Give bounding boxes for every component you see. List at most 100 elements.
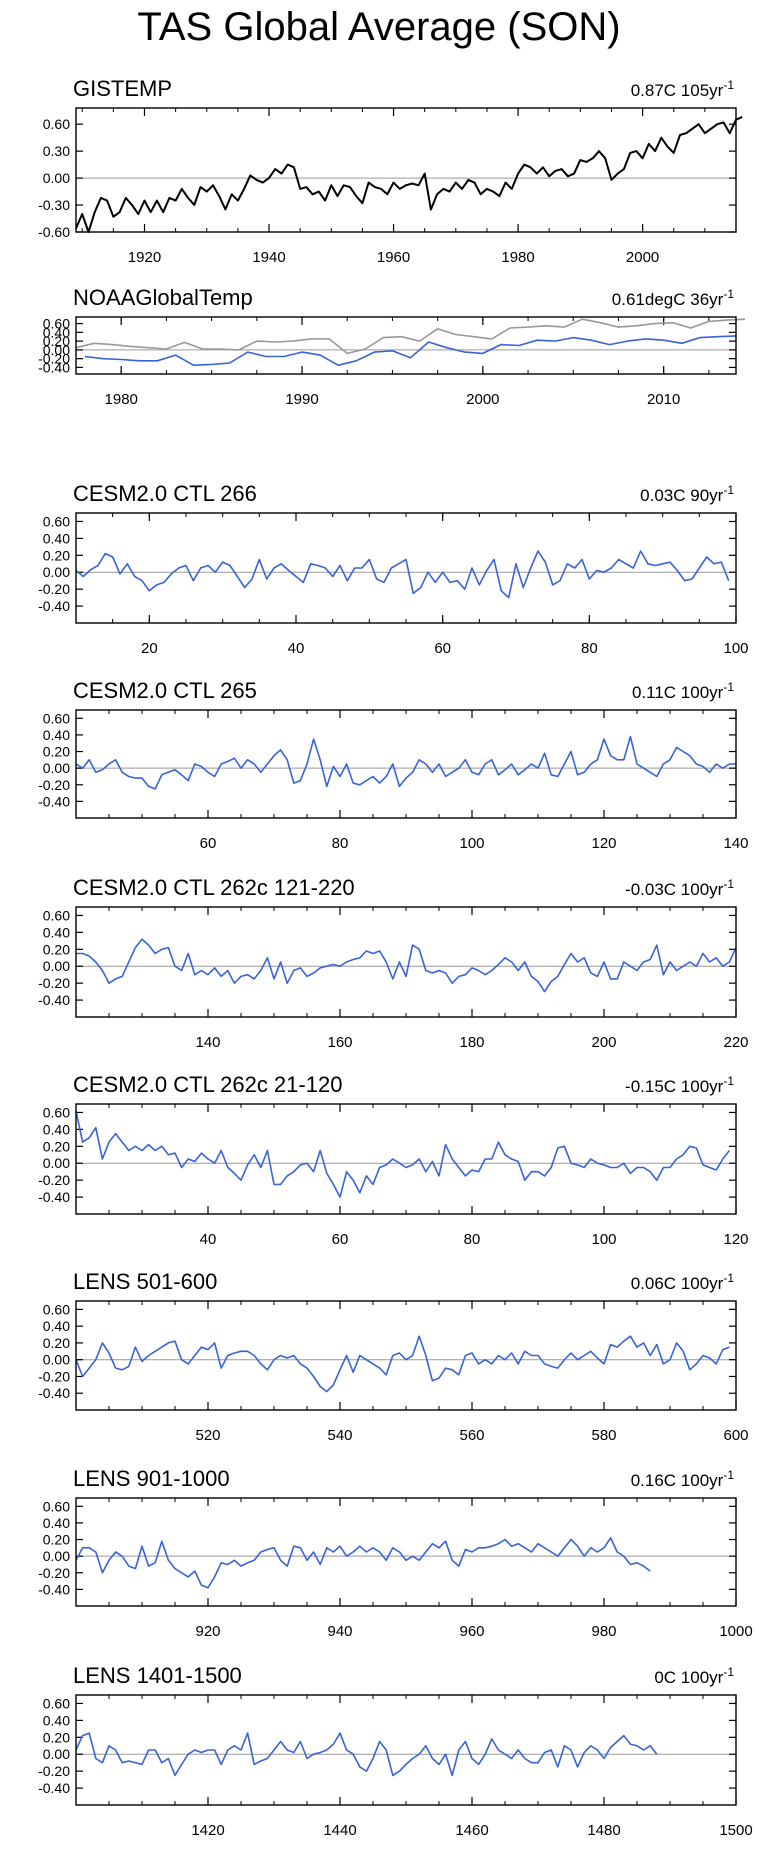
- panel-title: CESM2.0 CTL 266: [73, 481, 257, 506]
- x-tick-label: 940: [327, 1623, 352, 1640]
- y-tick-label: 0.60: [43, 1498, 70, 1514]
- x-tick-label: 40: [288, 640, 305, 657]
- trend-exponent: -1: [723, 1665, 734, 1679]
- x-tick-label: 1980: [501, 249, 534, 266]
- x-tick-label: 1990: [285, 391, 318, 408]
- y-tick-label: 0.20: [43, 547, 70, 563]
- panel-7: LENS 501-600 0.06C 100yr-1 520 540 560 580 600…: [38, 1269, 748, 1444]
- panel-9: LENS 1401-1500 0C 100yr-1 1420 1440 1460 1480…: [38, 1663, 753, 1839]
- panel-title: CESM2.0 CTL 262c 21-120: [73, 1072, 342, 1097]
- x-tick-label: 100: [591, 1231, 616, 1248]
- y-tick-label: 0.40: [43, 1515, 70, 1531]
- y-tick-label: -0.40: [38, 598, 70, 614]
- panel-title: NOAAGlobalTemp: [73, 285, 253, 310]
- y-tick-label: -0.40: [38, 992, 70, 1008]
- x-tick-label: 600: [723, 1427, 748, 1444]
- x-tick-label: 200: [591, 1034, 616, 1051]
- x-tick-label: 100: [459, 835, 484, 852]
- y-tick-label: 0.20: [43, 744, 70, 760]
- series-line-GISTEMP: [75, 116, 743, 233]
- panel-6: CESM2.0 CTL 262c 21-120 -0.15C 100yr-1 40 6…: [38, 1072, 748, 1248]
- y-tick-label: -0.40: [38, 793, 70, 809]
- trend-value: 0.16C 100yr: [631, 1471, 724, 1490]
- trend-exponent: -1: [723, 1271, 734, 1285]
- x-tick-label: 220: [723, 1034, 748, 1051]
- x-tick-label: 80: [332, 835, 349, 852]
- y-tick-label: 0.00: [43, 342, 70, 358]
- y-tick-label: 0.60: [43, 1301, 70, 1317]
- panel-trend: -0.03C 100yr-1: [625, 877, 734, 899]
- plot-frame: [75, 107, 737, 233]
- y-tick-label: 0.40: [43, 324, 70, 340]
- x-tick-label: 920: [195, 1623, 220, 1640]
- series-line-blue: [75, 735, 736, 790]
- panel-trend: -0.15C 100yr-1: [625, 1074, 734, 1096]
- y-tick-label: -0.40: [38, 359, 70, 375]
- x-tick-label: 120: [723, 1231, 748, 1248]
- y-tick-label: 0.20: [43, 941, 70, 957]
- panel-trend: 0.03C 90yr-1: [640, 483, 734, 505]
- x-tick-label: 140: [723, 835, 748, 852]
- panel-title: LENS 1401-1500: [73, 1663, 242, 1688]
- panel-title: GISTEMP: [73, 76, 172, 101]
- plot-frame: [75, 512, 737, 624]
- plot-frame: [75, 1497, 737, 1607]
- y-tick-label: 0.20: [43, 1729, 70, 1745]
- y-tick-label: -0.60: [38, 224, 70, 240]
- y-tick-label: -0.40: [38, 1780, 70, 1796]
- plot-frame: [75, 709, 737, 819]
- plot-frame: [75, 906, 737, 1018]
- x-tick-label: 60: [332, 1231, 349, 1248]
- trend-exponent: -1: [723, 1468, 734, 1482]
- figure-title: TAS Global Average (SON): [137, 5, 620, 49]
- y-tick-label: 0.20: [43, 1532, 70, 1548]
- x-tick-label: 100: [723, 640, 748, 657]
- y-tick-label: 0.60: [43, 513, 70, 529]
- x-tick-label: 1440: [323, 1822, 356, 1839]
- x-tick-label: 540: [327, 1427, 352, 1444]
- y-tick-label: 0.00: [43, 1746, 70, 1762]
- panel-trend: 0.61degC 36yr-1: [612, 287, 735, 309]
- panel-title: LENS 501-600: [73, 1269, 217, 1294]
- y-tick-label: 0.40: [43, 530, 70, 546]
- x-tick-label: 140: [195, 1034, 220, 1051]
- panel-title: CESM2.0 CTL 262c 121-220: [73, 875, 355, 900]
- y-tick-label: 0.30: [43, 143, 70, 159]
- trend-value: 0.61degC 36yr: [612, 290, 724, 309]
- x-tick-label: 1480: [587, 1822, 620, 1839]
- series-line-blue: [75, 550, 730, 599]
- y-tick-label: -0.20: [38, 1565, 70, 1581]
- y-tick-label: 0.40: [43, 1121, 70, 1137]
- y-tick-label: 0.20: [43, 1138, 70, 1154]
- y-tick-label: -0.40: [38, 1385, 70, 1401]
- plot-frame: [75, 1300, 737, 1411]
- panel-title: CESM2.0 CTL 265: [73, 678, 257, 703]
- panel-4: CESM2.0 CTL 265 0.11C 100yr-1 60 80 100 120 14…: [38, 678, 748, 852]
- x-tick-label: 80: [581, 640, 598, 657]
- x-tick-label: 980: [591, 1623, 616, 1640]
- panel-trend: 0.87C 105yr-1: [631, 78, 735, 100]
- x-tick-label: 1940: [252, 249, 285, 266]
- y-tick-label: -0.20: [38, 975, 70, 991]
- y-tick-label: 0.60: [43, 316, 70, 332]
- series-line-blue: [75, 1537, 651, 1589]
- y-tick-label: -0.40: [38, 1189, 70, 1205]
- series-line-blue: [75, 1110, 731, 1198]
- y-tick-label: 0.40: [43, 1712, 70, 1728]
- x-tick-label: 60: [434, 640, 451, 657]
- trend-exponent: -1: [723, 483, 734, 497]
- x-tick-label: 560: [459, 1427, 484, 1444]
- y-tick-label: 0.60: [43, 1104, 70, 1120]
- y-tick-label: 0.60: [43, 116, 70, 132]
- panel-2: NOAAGlobalTemp 0.61degC 36yr-1 1980 1990 200…: [38, 285, 746, 408]
- trend-value: -0.15C 100yr: [625, 1077, 724, 1096]
- x-tick-label: 160: [327, 1034, 352, 1051]
- y-tick-label: 0.60: [43, 1695, 70, 1711]
- series-line-blue: [76, 938, 737, 993]
- trend-exponent: -1: [723, 877, 734, 891]
- x-tick-label: 60: [200, 835, 217, 852]
- y-tick-label: 0.00: [43, 1155, 70, 1171]
- x-tick-label: 1920: [128, 249, 161, 266]
